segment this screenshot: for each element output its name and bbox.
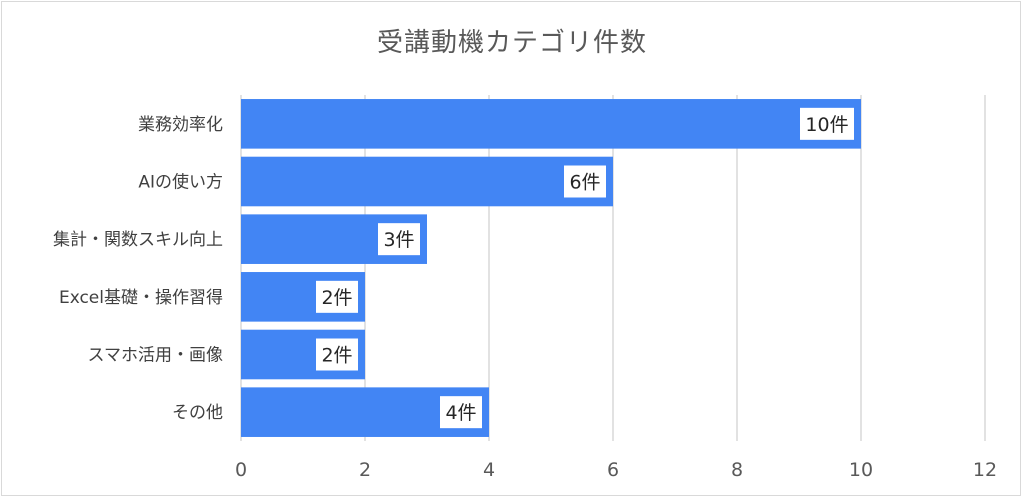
data-label-box: [440, 396, 482, 429]
data-label-box: [800, 107, 854, 140]
bar: [241, 156, 613, 207]
data-label: 4件: [445, 402, 476, 424]
bar: [241, 99, 861, 149]
data-label: 10件: [805, 114, 848, 136]
category-label: Excel基礎・操作習得: [59, 288, 223, 308]
data-label: 2件: [321, 287, 352, 309]
x-tick-label: 2: [359, 459, 371, 481]
x-tick-label: 4: [483, 459, 495, 481]
x-tick-label: 6: [607, 459, 619, 481]
x-tick-label: 8: [731, 459, 743, 481]
chart-title: 受講動機カテゴリ件数: [376, 28, 647, 58]
category-label: スマホ活用・画像: [88, 346, 224, 366]
category-label: AIの使い方: [138, 172, 223, 193]
category-label: 業務効率化: [138, 115, 223, 135]
data-label: 6件: [569, 172, 600, 194]
data-label: 3件: [383, 229, 414, 251]
category-label: 集計・関数スキル向上: [53, 230, 223, 250]
x-tick-label: 10: [849, 459, 873, 481]
category-label: その他: [172, 403, 223, 423]
data-label: 2件: [321, 345, 352, 367]
x-tick-label: 0: [235, 459, 247, 481]
data-label-box: [378, 223, 420, 256]
data-label-box: [316, 338, 358, 371]
x-tick-label: 12: [973, 459, 997, 481]
data-label-box: [316, 280, 358, 313]
data-label-box: [564, 165, 606, 198]
